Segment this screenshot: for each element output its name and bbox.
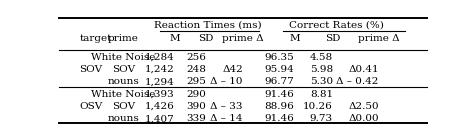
Text: 339: 339 — [186, 114, 206, 123]
Text: Δ – 14: Δ – 14 — [210, 114, 243, 123]
Text: Δ – 33: Δ – 33 — [210, 102, 243, 111]
Text: 8.81: 8.81 — [310, 90, 333, 99]
Text: Reaction Times (ms): Reaction Times (ms) — [154, 21, 262, 30]
Text: Δ0.41: Δ0.41 — [348, 65, 379, 74]
Text: Δ – 0.42: Δ – 0.42 — [337, 77, 379, 86]
Text: prime: prime — [108, 34, 139, 43]
Text: SOV: SOV — [80, 65, 102, 74]
Text: 1,242: 1,242 — [145, 65, 175, 74]
Text: Δ – 10: Δ – 10 — [210, 77, 243, 86]
Text: 9.73: 9.73 — [310, 114, 333, 123]
Text: 1,294: 1,294 — [145, 77, 175, 86]
Text: 5.30: 5.30 — [310, 77, 333, 86]
Text: prime Δ: prime Δ — [222, 34, 264, 43]
Text: 96.77: 96.77 — [264, 77, 294, 86]
Text: 1,284: 1,284 — [145, 53, 175, 62]
Text: nouns: nouns — [108, 77, 139, 86]
Text: Δ2.50: Δ2.50 — [348, 102, 379, 111]
Text: SOV: SOV — [112, 102, 135, 111]
Text: SD: SD — [325, 34, 341, 43]
Text: M: M — [289, 34, 300, 43]
Text: 295: 295 — [186, 77, 206, 86]
Text: 290: 290 — [186, 90, 206, 99]
Text: 1,393: 1,393 — [145, 90, 175, 99]
Text: 256: 256 — [186, 53, 206, 62]
Text: 1,407: 1,407 — [145, 114, 175, 123]
Text: 248: 248 — [186, 65, 206, 74]
Text: 5.98: 5.98 — [310, 65, 333, 74]
Text: Correct Rates (%): Correct Rates (%) — [289, 21, 384, 30]
Text: 4.58: 4.58 — [310, 53, 333, 62]
Text: nouns: nouns — [108, 114, 139, 123]
Text: 390: 390 — [186, 102, 206, 111]
Text: OSV: OSV — [80, 102, 103, 111]
Text: 95.94: 95.94 — [264, 65, 294, 74]
Text: M: M — [170, 34, 180, 43]
Text: Δ42: Δ42 — [222, 65, 243, 74]
Text: 96.35: 96.35 — [264, 53, 294, 62]
Text: White Noise: White Noise — [91, 90, 156, 99]
Text: 88.96: 88.96 — [264, 102, 294, 111]
Text: prime Δ: prime Δ — [358, 34, 400, 43]
Text: 91.46: 91.46 — [264, 90, 294, 99]
Text: target: target — [80, 34, 112, 43]
Text: SD: SD — [199, 34, 214, 43]
Text: White Noise: White Noise — [91, 53, 156, 62]
Text: 10.26: 10.26 — [303, 102, 333, 111]
Text: SOV: SOV — [112, 65, 135, 74]
Text: Δ0.00: Δ0.00 — [348, 114, 379, 123]
Text: 1,426: 1,426 — [145, 102, 175, 111]
Text: 91.46: 91.46 — [264, 114, 294, 123]
